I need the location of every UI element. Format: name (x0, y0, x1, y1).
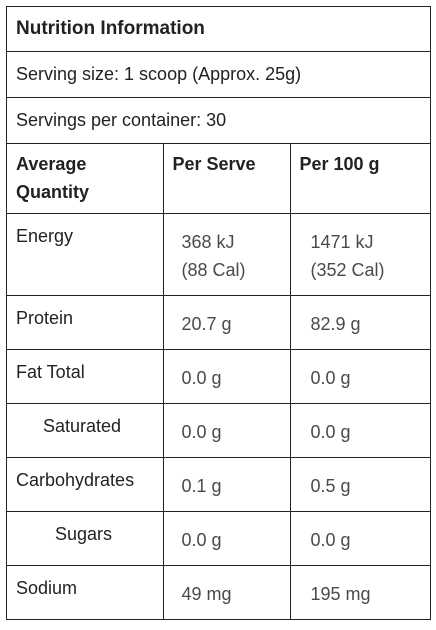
per-serve-value: 0.0 g (162, 510, 291, 566)
nutrient-label: Saturated (7, 402, 164, 458)
per-serve-value: 0.0 g (162, 348, 291, 404)
column-header-per-serve: Per Serve (162, 144, 291, 214)
per-100g-value: 0.5 g (289, 456, 430, 512)
energy-kj: 368 kJ (181, 231, 235, 252)
energy-kj: 1471 kJ (310, 231, 374, 252)
column-header-per-100g: Per 100 g (289, 144, 430, 214)
table-header-row: Average Quantity Per Serve Per 100 g (7, 144, 430, 214)
table-row: Sodium 49 mg 195 mg (7, 564, 430, 619)
nutrient-label: Fat Total (7, 348, 164, 404)
per-serve-value: 0.0 g (162, 402, 291, 458)
column-header-average-quantity: Average Quantity (7, 144, 164, 214)
nutrient-label: Carbohydrates (7, 456, 164, 512)
nutrient-label: Protein (7, 294, 164, 350)
table-row: Saturated 0.0 g 0.0 g (7, 402, 430, 458)
per-100g-value: 0.0 g (289, 510, 430, 566)
nutrition-title: Nutrition Information (7, 7, 430, 52)
per-serve-value: 20.7 g (162, 294, 291, 350)
serving-size: Serving size: 1 scoop (Approx. 25g) (7, 52, 430, 98)
per-serve-value: 0.1 g (162, 456, 291, 512)
per-100g-value: 1471 kJ (352 Cal) (289, 212, 430, 296)
table-row: Protein 20.7 g 82.9 g (7, 294, 430, 350)
per-100g-value: 0.0 g (289, 348, 430, 404)
servings-per-container: Servings per container: 30 (7, 98, 430, 144)
per-100g-value: 0.0 g (289, 402, 430, 458)
table-row: Sugars 0.0 g 0.0 g (7, 510, 430, 566)
table-row: Energy 368 kJ (88 Cal) 1471 kJ (352 Cal) (7, 212, 430, 296)
nutrition-table: Average Quantity Per Serve Per 100 g Ene… (7, 144, 430, 619)
nutrient-label: Energy (7, 212, 164, 296)
table-row: Fat Total 0.0 g 0.0 g (7, 348, 430, 404)
nutrient-label: Sodium (7, 564, 164, 619)
table-row: Carbohydrates 0.1 g 0.5 g (7, 456, 430, 512)
energy-cal: (88 Cal) (181, 259, 246, 280)
energy-cal: (352 Cal) (310, 259, 385, 280)
nutrition-panel: Nutrition Information Serving size: 1 sc… (6, 6, 431, 620)
per-serve-value: 49 mg (162, 564, 291, 619)
per-serve-value: 368 kJ (88 Cal) (162, 212, 291, 296)
nutrient-label: Sugars (7, 510, 164, 566)
per-100g-value: 195 mg (289, 564, 430, 619)
per-100g-value: 82.9 g (289, 294, 430, 350)
